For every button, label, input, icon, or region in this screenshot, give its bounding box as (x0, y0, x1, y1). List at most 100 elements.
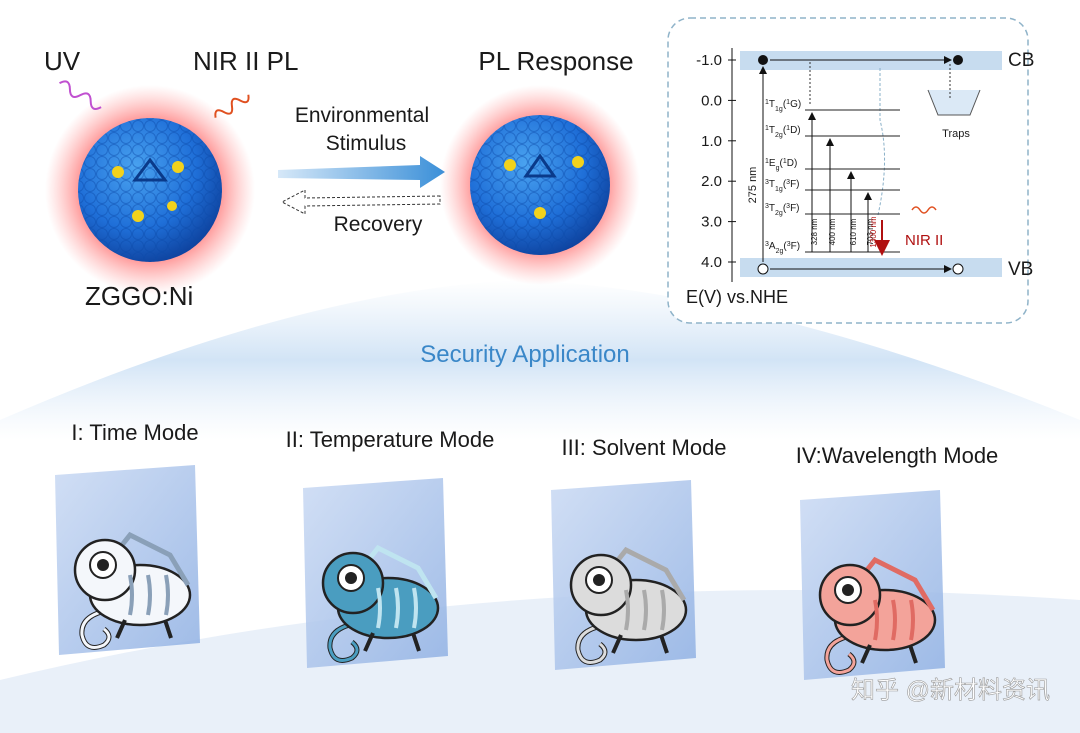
uv-wave (59, 80, 102, 110)
vb-band (740, 258, 1002, 277)
chameleon-tail-inner (576, 623, 607, 664)
level-label-part: ( (783, 203, 787, 214)
level-label-part: F) (790, 179, 799, 190)
transition-label: 610 nm (849, 218, 858, 245)
chameleon-leg (611, 634, 669, 654)
forward-arrow (278, 156, 445, 188)
chameleon-pupil (345, 572, 357, 584)
chameleon-stripe (891, 599, 897, 641)
level-label: 3A2g(3F) (765, 241, 800, 255)
mode-title: I: Time Mode (71, 420, 198, 445)
level-label-part: T (769, 99, 775, 110)
chameleon-tail-inner (328, 621, 359, 662)
tick-label: 0.0 (701, 92, 722, 109)
tick-label: 1.0 (701, 133, 722, 150)
back-arrow (280, 189, 441, 215)
tick-label: 4.0 (701, 254, 722, 271)
level-label-part: T (769, 203, 775, 214)
hole (757, 263, 769, 275)
level-label-part: A (769, 241, 776, 252)
level-label-part: ( (783, 179, 787, 190)
hole (952, 263, 964, 275)
chameleon-tail-inner (80, 608, 111, 649)
chameleon-leg (115, 619, 173, 639)
level-label-part: G) (790, 99, 801, 110)
section-title: Security Application (420, 341, 629, 368)
chameleon-stripe (624, 589, 630, 631)
nir-wave (214, 94, 250, 118)
chameleon-pupil (842, 584, 854, 596)
level-label-part: ( (783, 99, 787, 110)
level-label-part: 3 (765, 179, 769, 186)
detrap-path (877, 68, 885, 216)
watermark: 知乎 @新材料资讯 (851, 677, 1050, 704)
chameleon-leg (363, 632, 421, 652)
level-label-part: 2g (775, 210, 783, 217)
chameleon-stripe (376, 587, 382, 629)
emission-label: NIR II (905, 232, 943, 249)
level-label-part: E (769, 158, 776, 169)
label: Stimulus (326, 132, 407, 155)
level-label-part: ( (783, 125, 787, 136)
chameleon-stripe (642, 589, 648, 631)
ni-site (504, 159, 516, 171)
chameleon-pupil (593, 574, 605, 586)
tick-label: 2.0 (701, 173, 722, 190)
chameleon-pupil (97, 559, 109, 571)
ni-site (112, 166, 124, 178)
chameleon-leg (860, 644, 918, 664)
mode-title: III: Solvent Mode (561, 435, 726, 460)
chameleon-stripe (164, 574, 170, 616)
level-label-part: F) (791, 241, 800, 252)
level-label-part: ( (779, 158, 783, 169)
axis-label: E(V) vs.NHE (686, 287, 788, 307)
level-label-part: ( (783, 241, 787, 252)
label: ZGGO:Ni (85, 281, 193, 311)
level-label-part: 2g (776, 248, 784, 255)
level-label-part: 1 (765, 125, 769, 132)
level-label-part: g (776, 165, 780, 172)
transition-label: 703 nm (866, 218, 875, 245)
level-label: 1T2g(1D) (765, 125, 801, 139)
nanoparticle-texture (470, 115, 610, 255)
label: UV (44, 46, 81, 76)
fog (0, 280, 1080, 440)
level-label-part: 3 (765, 241, 769, 248)
level-label-part: 3 (765, 203, 769, 210)
transition-label: 400 nm (828, 218, 837, 245)
level-label-part: 3 (787, 241, 791, 248)
tick-label: -1.0 (696, 52, 722, 69)
level-label-part: F) (790, 203, 799, 214)
level-label-part: D) (790, 125, 801, 136)
ni-site (132, 210, 144, 222)
motif (132, 157, 168, 182)
level-label-part: 1 (786, 99, 790, 106)
chameleon-stripe (146, 574, 152, 616)
level-label: 3T1g(3F) (765, 179, 800, 193)
chameleon-stripe (660, 589, 666, 631)
level-label-part: 1 (786, 125, 790, 132)
level-label-part: 3 (786, 179, 790, 186)
label: PL Response (478, 46, 633, 76)
level-label: 3T2g(3F) (765, 203, 800, 217)
chameleon (569, 546, 688, 665)
label: Environmental (295, 104, 429, 127)
nir-wave (911, 206, 937, 214)
chameleon-tail-inner (825, 633, 856, 674)
chameleon-stripe (909, 599, 915, 641)
chameleon-stripe (128, 574, 134, 616)
chameleon-stripe (873, 599, 879, 641)
level-label-part: 1 (765, 99, 769, 106)
level-label-part: 1 (783, 158, 787, 165)
chameleon (321, 544, 440, 663)
excitation-label: 275 nm (747, 167, 759, 204)
ni-site (172, 161, 184, 173)
transition-label: 1300 nm (869, 216, 878, 247)
chameleon (818, 556, 937, 675)
ni-site (572, 156, 584, 168)
tick-label: 3.0 (701, 214, 722, 231)
trap-label: Traps (942, 128, 970, 140)
level-label-part: T (769, 179, 775, 190)
chameleon (73, 531, 192, 650)
chameleon-stripe (412, 587, 418, 629)
